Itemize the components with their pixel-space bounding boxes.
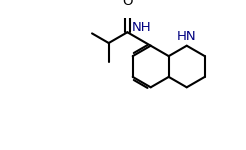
Text: O: O xyxy=(122,0,133,8)
Text: HN: HN xyxy=(177,30,197,43)
Text: NH: NH xyxy=(132,21,151,34)
